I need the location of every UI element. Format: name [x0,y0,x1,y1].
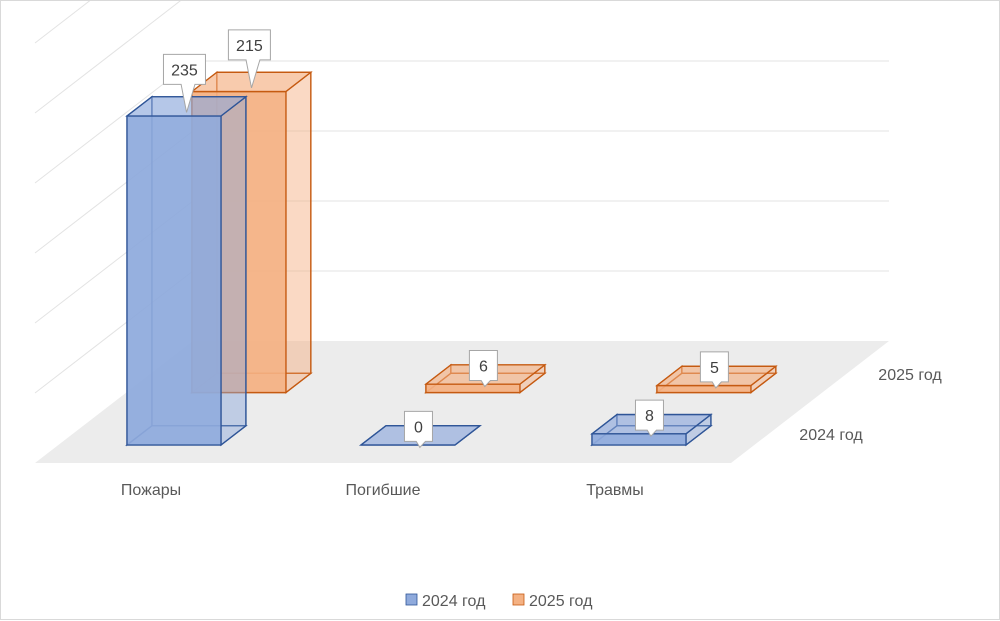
bar-front-face [656,384,752,394]
gridline [34,1,91,44]
data-label: 235 [162,53,206,113]
data-label: 215 [227,29,271,89]
category-label-2: Травмы [586,482,644,499]
data-label-text: 0 [414,419,423,436]
data-label-callout [227,29,271,89]
data-label: 6 [468,350,498,388]
bar-2024-год-0 [125,95,248,447]
data-label-callout [162,53,206,113]
data-label: 8 [634,399,664,437]
chart-axis-labels: Пожары Погибшие Травмы 2024 год 2025 год [121,367,942,499]
bar-front-face [126,115,222,446]
category-label-0: Пожары [121,482,181,499]
data-label-text: 6 [479,359,488,376]
data-label-text: 215 [236,38,263,55]
data-label: 5 [699,351,729,389]
bar-front-face [591,433,687,446]
legend-item-1: 2025 год [512,593,593,610]
data-label: 0 [403,410,433,449]
chart-bars [125,70,778,447]
data-label-callout [403,410,433,449]
category-label-1: Погибшие [345,482,420,499]
data-label-text: 235 [171,62,198,79]
data-label-callout [634,399,664,437]
series-axis-label-1: 2025 год [878,367,942,384]
legend-item-0: 2024 год [405,593,486,610]
legend-label: 2024 год [422,593,486,610]
legend-swatch [405,593,418,606]
series-axis-label-0: 2024 год [799,427,863,444]
bar-side-face [285,70,312,394]
data-label-callout [468,350,498,388]
legend-swatch [512,593,525,606]
bar-side-face [220,95,247,447]
legend-label: 2025 год [529,593,593,610]
data-label-text: 8 [645,408,654,425]
chart-data-labels: 215 6 5 235 0 8 [162,29,729,449]
data-label-callout [699,351,729,389]
gridline [34,1,181,114]
bar-front-face [425,383,521,394]
data-label-text: 5 [710,360,719,377]
chart-legend: 2024 год 2025 год [405,593,593,610]
